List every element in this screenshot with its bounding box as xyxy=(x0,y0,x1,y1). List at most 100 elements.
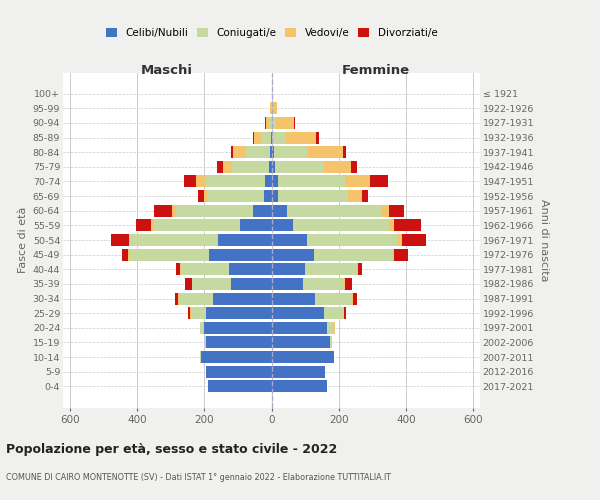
Bar xyxy=(271,190,278,202)
Bar xyxy=(398,234,401,246)
Bar xyxy=(204,322,271,334)
Y-axis label: Fasce di età: Fasce di età xyxy=(19,207,28,273)
Bar xyxy=(308,146,343,158)
Bar xyxy=(350,161,356,173)
Bar xyxy=(271,380,327,392)
Bar xyxy=(229,264,271,276)
Bar xyxy=(218,234,271,246)
Bar xyxy=(136,220,151,232)
Bar xyxy=(172,204,176,216)
Legend: Celibi/Nubili, Coniugati/e, Vedovi/e, Divorziati/e: Celibi/Nubili, Coniugati/e, Vedovi/e, Di… xyxy=(104,26,439,40)
Bar xyxy=(344,278,345,290)
Bar xyxy=(271,366,325,378)
Bar xyxy=(253,132,254,143)
Bar xyxy=(358,264,362,276)
Bar xyxy=(151,220,154,232)
Bar xyxy=(176,264,180,276)
Bar xyxy=(193,278,231,290)
Bar xyxy=(190,307,191,319)
Bar xyxy=(196,176,206,188)
Bar xyxy=(271,322,327,334)
Bar xyxy=(180,264,181,276)
Bar xyxy=(293,220,389,232)
Text: Popolazione per età, sesso e stato civile - 2022: Popolazione per età, sesso e stato civil… xyxy=(6,442,337,456)
Bar xyxy=(271,88,272,100)
Bar xyxy=(265,176,271,188)
Bar xyxy=(345,278,352,290)
Bar xyxy=(271,278,304,290)
Bar xyxy=(314,248,392,260)
Bar xyxy=(348,190,362,202)
Bar xyxy=(154,220,239,232)
Bar xyxy=(271,351,334,363)
Bar xyxy=(231,278,271,290)
Bar xyxy=(266,117,269,129)
Bar xyxy=(269,161,271,173)
Bar xyxy=(381,204,389,216)
Bar xyxy=(261,132,271,143)
Bar xyxy=(217,161,223,173)
Bar xyxy=(239,220,271,232)
Text: Femmine: Femmine xyxy=(341,64,410,77)
Bar xyxy=(231,146,233,158)
Bar xyxy=(304,278,344,290)
Bar xyxy=(207,190,264,202)
Bar xyxy=(370,176,388,188)
Bar xyxy=(271,292,315,304)
Bar xyxy=(188,307,190,319)
Bar xyxy=(323,161,350,173)
Bar xyxy=(192,278,193,290)
Bar xyxy=(203,190,207,202)
Bar xyxy=(331,336,332,348)
Bar xyxy=(271,204,287,216)
Text: COMUNE DI CAIRO MONTENOTTE (SV) - Dati ISTAT 1° gennaio 2022 - Elaborazione TUTT: COMUNE DI CAIRO MONTENOTTE (SV) - Dati I… xyxy=(6,472,391,482)
Bar xyxy=(265,117,266,129)
Bar xyxy=(316,132,319,143)
Bar xyxy=(401,234,426,246)
Y-axis label: Anni di nascita: Anni di nascita xyxy=(539,198,548,281)
Bar xyxy=(274,146,308,158)
Bar xyxy=(389,204,404,216)
Bar xyxy=(271,220,293,232)
Bar xyxy=(392,248,394,260)
Bar xyxy=(178,292,179,304)
Bar xyxy=(353,292,356,304)
Bar xyxy=(223,161,232,173)
Bar xyxy=(128,234,130,246)
Bar xyxy=(233,146,245,158)
Bar xyxy=(271,176,278,188)
Bar xyxy=(315,292,352,304)
Bar xyxy=(253,204,271,216)
Bar xyxy=(208,380,271,392)
Bar xyxy=(278,190,348,202)
Bar xyxy=(206,336,271,348)
Bar xyxy=(128,248,209,260)
Bar xyxy=(254,132,261,143)
Bar xyxy=(294,117,295,129)
Bar xyxy=(205,336,206,348)
Text: Maschi: Maschi xyxy=(141,64,193,77)
Bar xyxy=(269,117,271,129)
Bar xyxy=(270,146,271,158)
Bar xyxy=(206,366,271,378)
Bar xyxy=(271,336,331,348)
Bar xyxy=(275,117,294,129)
Bar xyxy=(334,322,335,334)
Bar xyxy=(206,307,271,319)
Bar xyxy=(271,117,275,129)
Bar xyxy=(345,176,370,188)
Bar xyxy=(122,248,128,260)
Bar xyxy=(271,307,323,319)
Bar xyxy=(175,292,178,304)
Bar xyxy=(286,132,316,143)
Bar xyxy=(200,351,201,363)
Bar xyxy=(272,132,286,143)
Bar xyxy=(272,102,277,115)
Bar xyxy=(264,190,271,202)
Bar xyxy=(200,322,204,334)
Bar xyxy=(271,248,314,260)
Bar xyxy=(111,234,128,246)
Bar xyxy=(179,292,212,304)
Bar xyxy=(201,351,271,363)
Bar xyxy=(352,292,353,304)
